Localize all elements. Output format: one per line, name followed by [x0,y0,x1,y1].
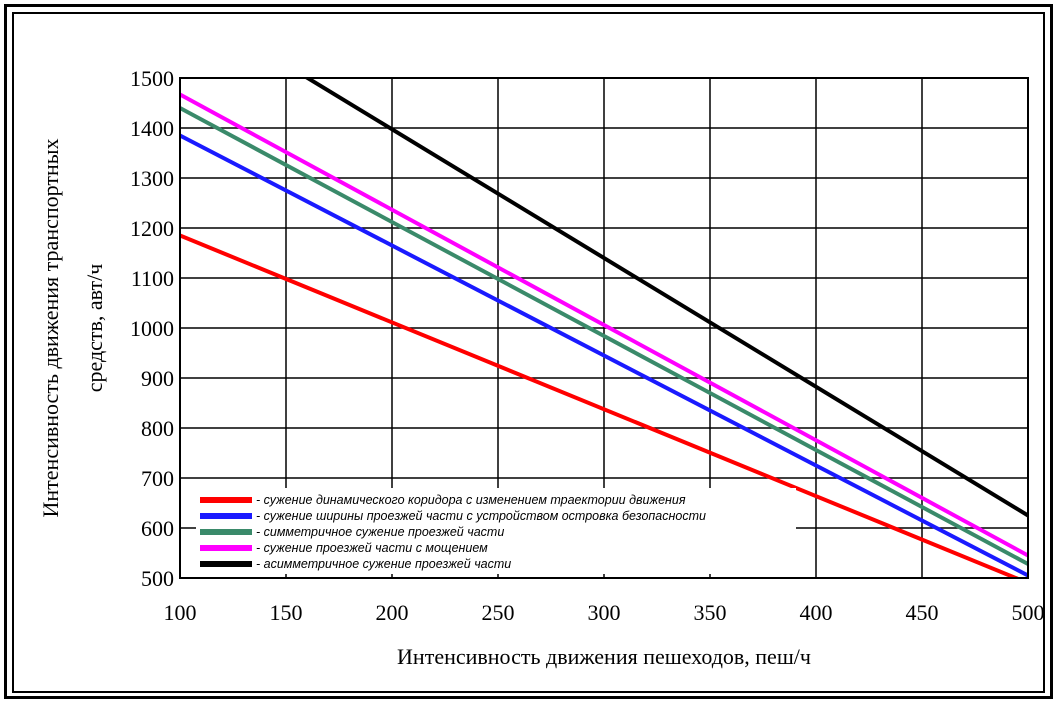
series-line-2 [180,106,1028,566]
y-tick-label: 900 [141,366,174,391]
y-axis-title-line-1: Интенсивность движения транспортных [38,138,63,517]
legend-label-3: - сужение проезжей части с мощением [256,541,488,555]
x-tick-label: 250 [482,600,515,625]
inner-frame [12,12,1045,693]
legend-label-1: - сужение ширины проезжей части с устрой… [256,509,706,523]
x-tick-label: 100 [164,600,197,625]
y-tick-label: 1000 [130,316,174,341]
y-tick-label: 1500 [130,66,174,91]
legend-label-4: - асимметричное сужение проезжей части [256,557,511,571]
legend-label-0: - сужение динамического коридора с измен… [256,493,686,507]
series-line-4 [303,78,1028,518]
x-tick-labels: 100 150 200 250 300 350 400 450 500 [164,600,1045,625]
legend-label-2: - симметричное сужение проезжей части [256,525,504,539]
y-tick-label: 800 [141,416,174,441]
legend: - сужение динамического коридора с измен… [196,488,796,574]
y-tick-label: 500 [141,566,174,591]
x-tick-label: 300 [588,600,621,625]
series-line-3 [180,92,1028,558]
series-lines [180,78,1028,578]
legend-background [196,488,796,574]
series-line-1 [180,133,1028,578]
x-tick-label: 350 [694,600,727,625]
series-line-0 [180,233,1022,578]
x-tick-label: 400 [800,600,833,625]
y-tick-label: 700 [141,466,174,491]
x-tick-label: 500 [1012,600,1045,625]
y-tick-labels: 500 600 700 800 900 1000 1100 1200 1300 1400 1500 [130,66,174,591]
x-tick-label: 200 [376,600,409,625]
y-tick-label: 600 [141,516,174,541]
y-axis-title-line-2: средств, авт/ч [82,264,107,393]
y-tick-label: 1100 [131,266,174,291]
plot-border [179,77,1029,579]
y-tick-label: 1200 [130,216,174,241]
y-tick-label: 1300 [130,166,174,191]
x-tick-label: 150 [270,600,303,625]
y-tick-label: 1400 [130,116,174,141]
outer-frame [4,4,1053,699]
x-tick-label: 450 [906,600,939,625]
x-axis-title: Интенсивность движения пешеходов, пеш/ч [397,644,811,669]
